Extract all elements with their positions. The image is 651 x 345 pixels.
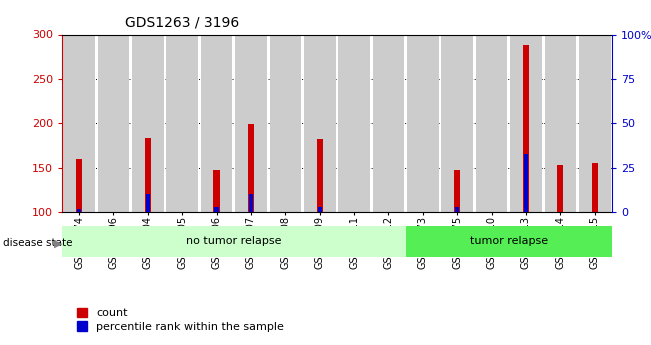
Text: disease state: disease state <box>3 238 73 248</box>
Text: ▶: ▶ <box>54 238 62 248</box>
Legend: count, percentile rank within the sample: count, percentile rank within the sample <box>73 303 288 336</box>
Bar <box>316 139 323 212</box>
Bar <box>76 159 82 212</box>
Bar <box>372 34 404 212</box>
Bar <box>132 34 163 212</box>
Bar <box>145 138 151 212</box>
Bar <box>455 207 460 212</box>
Bar <box>407 34 439 212</box>
Bar <box>146 195 150 212</box>
Bar <box>98 34 130 212</box>
Bar <box>77 209 81 212</box>
Text: tumor relapse: tumor relapse <box>470 237 548 246</box>
Bar <box>304 34 335 212</box>
Bar <box>524 154 528 212</box>
Bar <box>544 34 576 212</box>
Bar <box>62 226 406 257</box>
Bar <box>510 34 542 212</box>
Bar <box>214 169 219 212</box>
Bar <box>167 34 198 212</box>
Bar <box>592 163 598 212</box>
Bar <box>441 34 473 212</box>
Bar <box>476 34 507 212</box>
Bar <box>557 165 564 212</box>
Bar <box>214 207 219 212</box>
Text: GDS1263 / 3196: GDS1263 / 3196 <box>125 16 240 30</box>
Bar <box>406 226 612 257</box>
Bar <box>249 195 253 212</box>
Bar <box>454 169 460 212</box>
Text: no tumor relapse: no tumor relapse <box>186 237 281 246</box>
Bar <box>270 34 301 212</box>
Bar <box>318 207 322 212</box>
Bar <box>523 45 529 212</box>
Bar <box>63 34 95 212</box>
Bar <box>339 34 370 212</box>
Bar <box>248 124 254 212</box>
Bar <box>579 34 611 212</box>
Bar <box>201 34 232 212</box>
Bar <box>235 34 267 212</box>
